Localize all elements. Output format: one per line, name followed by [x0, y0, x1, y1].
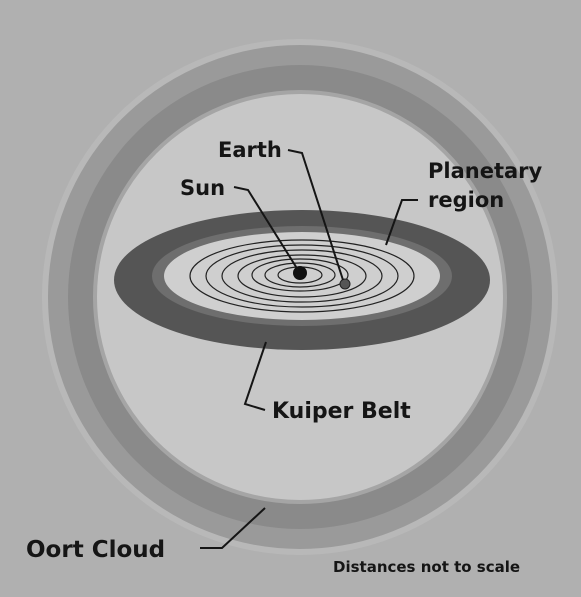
kuiper-label: Kuiper Belt — [272, 399, 411, 424]
planetary-label: region — [428, 188, 504, 212]
oort-label: Oort Cloud — [26, 537, 165, 563]
scale-note: Distances not to scale — [333, 558, 520, 576]
earth — [340, 279, 350, 289]
sun — [293, 266, 307, 280]
earth-label: Earth — [218, 138, 282, 162]
planetary-label: Planetary — [428, 159, 543, 183]
diagram: Earth Sun Planetary region Kuiper Belt O… — [0, 0, 581, 597]
sun-label: Sun — [180, 176, 225, 200]
